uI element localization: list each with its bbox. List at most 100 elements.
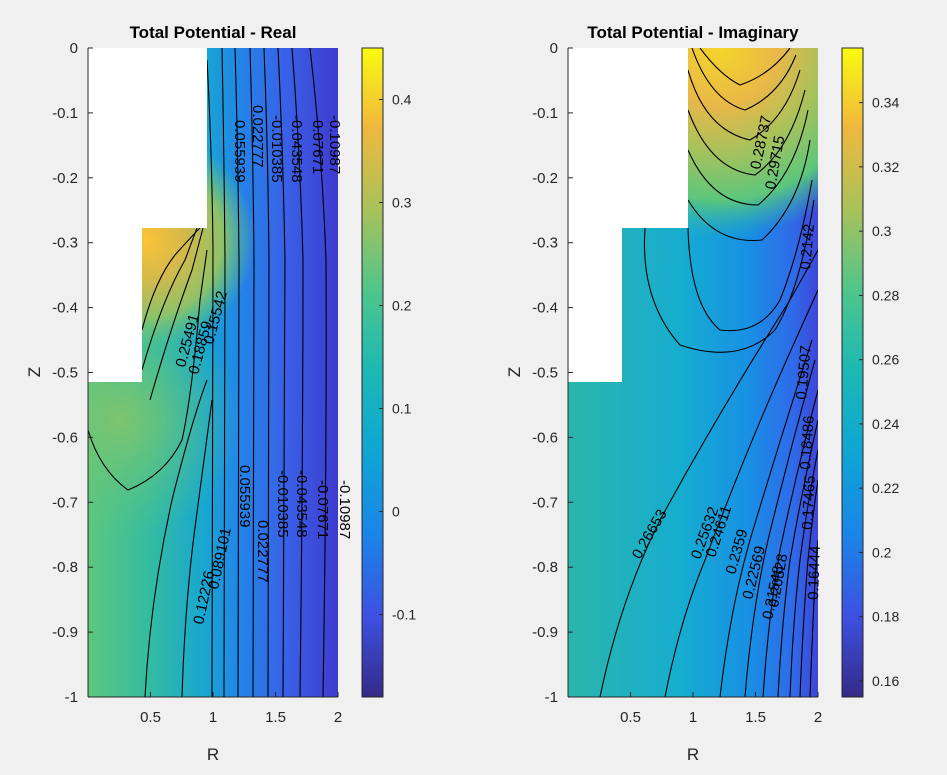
contour-label: 0.055939 bbox=[231, 120, 248, 183]
x-tick-label: 1 bbox=[209, 709, 217, 726]
x-tick-label: 2 bbox=[814, 709, 822, 726]
y-tick-label: -1 bbox=[545, 689, 558, 706]
y-tick-label: -0.3 bbox=[532, 235, 558, 252]
chart-title-imaginary: Total Potential - Imaginary bbox=[587, 23, 799, 42]
contour-line bbox=[687, 109, 809, 206]
colorbar-tick-label: 0.2 bbox=[872, 544, 892, 560]
contour-line bbox=[687, 89, 806, 176]
contour-line bbox=[149, 227, 204, 401]
y-tick-label: -0.4 bbox=[52, 300, 78, 317]
plot-real: -0.10987 -0.07671 -0.043548 -0.010385 0.… bbox=[25, 23, 416, 764]
contour-label: 0.16444 bbox=[805, 545, 824, 600]
contour-line bbox=[141, 227, 198, 371]
contour-line bbox=[249, 48, 255, 697]
contour-labels-real: -0.10987 -0.07671 -0.043548 -0.010385 0.… bbox=[172, 105, 353, 626]
contour-line bbox=[789, 449, 818, 697]
colorbar-tick-label: 0.32 bbox=[872, 159, 899, 175]
contour-line bbox=[221, 48, 226, 697]
contour-line bbox=[234, 48, 240, 697]
x-tick-label: 2 bbox=[334, 709, 342, 726]
colorbar-real bbox=[361, 47, 384, 698]
y-tick-label: -1 bbox=[65, 689, 78, 706]
contour-label: 0.17465 bbox=[799, 475, 819, 530]
contour-line bbox=[88, 249, 208, 491]
colorbar-tick-label: 0.4 bbox=[392, 92, 412, 108]
y-tick-label: -0.8 bbox=[52, 559, 78, 576]
y-ticks-real: 0 -0.1 -0.2 -0.3 -0.4 -0.5 -0.6 -0.7 -0.8 -0.9 -1 bbox=[52, 40, 93, 706]
contour-label: 0.022777 bbox=[254, 520, 271, 583]
colorbar-ticks-imaginary: 0.34 0.32 0.3 0.28 0.26 0.24 0.22 0.2 0.18 0.16 bbox=[859, 95, 899, 689]
x-ticks-real: 0.5 1 1.5 2 bbox=[140, 692, 342, 726]
contour-line bbox=[309, 48, 327, 697]
contour-label: 0.022777 bbox=[249, 105, 266, 168]
x-tick-label: 0.5 bbox=[140, 709, 161, 726]
contour-label: -0.07671 bbox=[309, 115, 326, 174]
y-tick-label: -0.6 bbox=[532, 429, 558, 446]
y-tick-label: -0.8 bbox=[532, 559, 558, 576]
contour-label: 0.18486 bbox=[797, 415, 818, 470]
contour-label: -0.07671 bbox=[314, 480, 331, 539]
colorbar-imaginary bbox=[841, 47, 864, 698]
colorbar-ticks-real: 0.4 0.3 0.2 0.1 0 -0.1 bbox=[379, 92, 416, 623]
contour-line bbox=[181, 399, 213, 697]
contour-label: -0.10987 bbox=[326, 115, 343, 174]
y-tick-label: -0.4 bbox=[532, 300, 558, 317]
x-tick-label: 1.5 bbox=[265, 709, 286, 726]
y-tick-label: -0.6 bbox=[52, 429, 78, 446]
y-tick-label: -0.5 bbox=[52, 365, 78, 382]
colorbar-tick-label: 0.22 bbox=[872, 480, 899, 496]
contour-line bbox=[643, 199, 815, 353]
contour-line bbox=[777, 419, 818, 697]
contour-line bbox=[687, 69, 801, 141]
colorbar-tick-label: 0.34 bbox=[872, 95, 899, 111]
y-axis-label-real: Z bbox=[25, 367, 44, 377]
contour-line bbox=[144, 379, 208, 697]
contour-line bbox=[687, 139, 811, 242]
y-tick-label: -0.9 bbox=[532, 624, 558, 641]
y-tick-label: -0.2 bbox=[532, 170, 558, 187]
contour-label: -0.010385 bbox=[268, 115, 285, 183]
y-ticks-imaginary: 0 -0.1 -0.2 -0.3 -0.4 -0.5 -0.6 -0.7 -0.8 -0.9 -1 bbox=[532, 40, 573, 706]
y-tick-label: -0.2 bbox=[52, 170, 78, 187]
contour-line bbox=[762, 389, 818, 697]
y-tick-label: -0.3 bbox=[52, 235, 78, 252]
x-tick-label: 0.5 bbox=[620, 709, 641, 726]
colorbar-tick-label: 0.3 bbox=[392, 195, 412, 211]
chart-title-real: Total Potential - Real bbox=[130, 23, 297, 42]
contour-line bbox=[687, 179, 813, 332]
contour-line bbox=[691, 48, 797, 111]
y-tick-label: -0.7 bbox=[532, 494, 558, 511]
y-tick-label: 0 bbox=[70, 40, 78, 57]
x-tick-label: 1.5 bbox=[745, 709, 766, 726]
contour-line bbox=[799, 479, 818, 697]
y-axis-label-imaginary: Z bbox=[505, 367, 524, 377]
contour-label: 0.19507 bbox=[793, 345, 815, 401]
contour-line bbox=[809, 539, 818, 697]
y-tick-label: -0.1 bbox=[52, 105, 78, 122]
colorbar-tick-label: 0.3 bbox=[872, 223, 892, 239]
colorbar-tick-label: -0.1 bbox=[392, 607, 416, 623]
contour-line bbox=[141, 227, 201, 331]
contour-line bbox=[719, 339, 813, 697]
contour-line bbox=[291, 48, 304, 697]
y-tick-label: 0 bbox=[550, 40, 558, 57]
contour-line bbox=[664, 289, 818, 697]
contour-line bbox=[206, 59, 214, 697]
contour-line bbox=[277, 48, 286, 697]
colorbar-tick-label: 0.26 bbox=[872, 352, 899, 368]
colorbar-tick-label: 0.16 bbox=[872, 673, 899, 689]
x-axis-label-real: R bbox=[207, 745, 219, 764]
colorbar-tick-label: 0.1 bbox=[392, 401, 412, 417]
contour-line bbox=[263, 48, 270, 697]
colorbar-tick-label: 0.2 bbox=[392, 298, 412, 314]
y-tick-label: -0.1 bbox=[532, 105, 558, 122]
colorbar-tick-label: 0.28 bbox=[872, 287, 899, 303]
x-axis-label-imaginary: R bbox=[687, 745, 699, 764]
x-tick-label: 1 bbox=[689, 709, 697, 726]
y-tick-label: -0.9 bbox=[52, 624, 78, 641]
contour-line bbox=[699, 48, 791, 86]
colorbar-tick-label: 0 bbox=[392, 504, 400, 520]
colorbar-tick-label: 0.24 bbox=[872, 416, 899, 432]
plot-imaginary: 0.26653 0.25632 0.24611 0.2359 0.22569 0… bbox=[505, 23, 899, 764]
